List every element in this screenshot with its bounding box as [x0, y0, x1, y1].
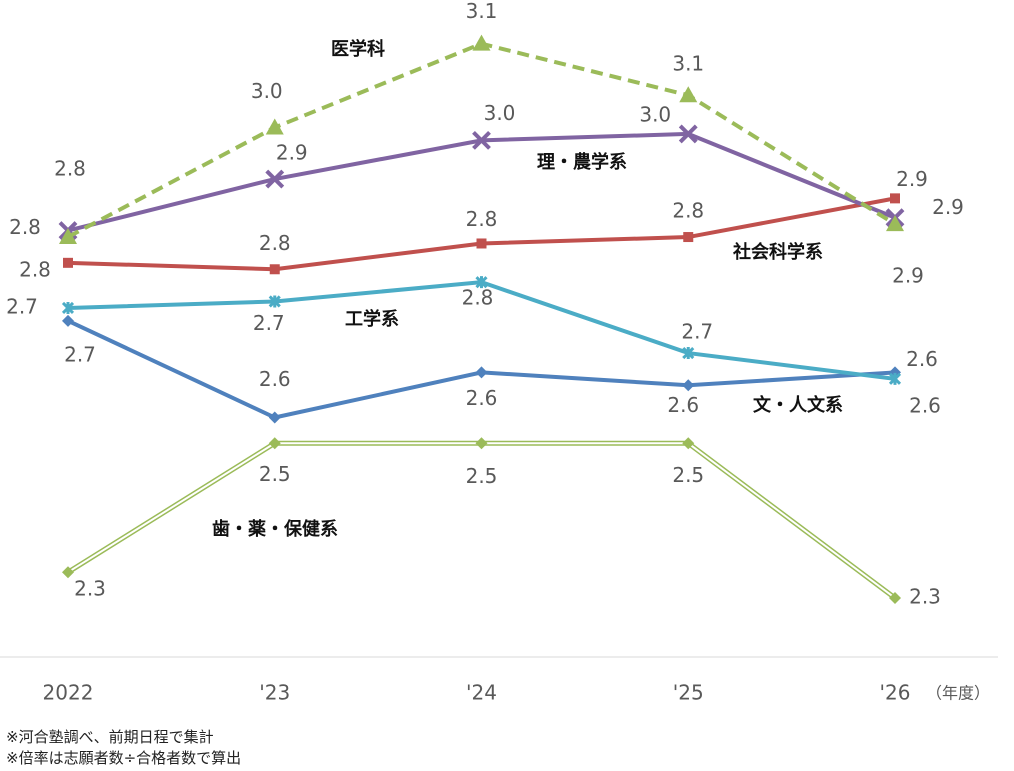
x-tick-label: '25: [673, 681, 704, 705]
value-label: 2.5: [672, 463, 704, 487]
value-label: 2.7: [681, 320, 713, 344]
marker: [472, 130, 491, 150]
series-name: 社会科学系: [733, 241, 823, 263]
value-label: 3.0: [639, 102, 671, 126]
value-label: 2.8: [9, 215, 41, 239]
value-label: 2.6: [909, 393, 941, 417]
value-label: 2.3: [74, 577, 106, 601]
value-label: 2.8: [672, 199, 704, 223]
value-label: 2.3: [909, 584, 941, 608]
value-label: 3.1: [672, 52, 704, 76]
value-label: 2.6: [906, 347, 938, 371]
marker: [886, 215, 904, 232]
marker: [678, 124, 698, 144]
marker: [268, 295, 281, 308]
marker: [682, 346, 695, 360]
x-tick-label: '26: [880, 681, 911, 705]
value-label: 3.0: [484, 101, 516, 125]
value-label: 2.6: [466, 386, 498, 410]
marker: [475, 276, 488, 289]
value-label: 2.9: [896, 167, 928, 191]
x-tick-label: '23: [259, 681, 290, 705]
value-label: 3.0: [251, 79, 283, 103]
series-name: 理・農学系: [537, 151, 627, 173]
marker: [472, 34, 491, 51]
value-label: 2.9: [932, 195, 964, 219]
marker: [59, 228, 77, 245]
marker: [888, 372, 902, 385]
marker: [62, 566, 74, 579]
value-label: 2.8: [466, 207, 498, 231]
value-label: 2.9: [276, 141, 308, 165]
value-label: 2.8: [54, 157, 86, 181]
value-label: 2.5: [466, 464, 498, 488]
marker: [265, 169, 285, 189]
marker: [61, 301, 75, 315]
note: ※倍率は志願者数÷合格者数で算出: [6, 749, 241, 767]
value-label: 2.6: [667, 393, 699, 417]
series-name: 医学科: [331, 38, 385, 60]
marker: [890, 193, 900, 204]
series-name: 工学系: [345, 308, 399, 330]
value-label: 2.5: [259, 462, 291, 486]
marker: [62, 314, 74, 327]
x-unit: （年度）: [926, 684, 990, 703]
marker: [682, 437, 695, 450]
x-tick-label: 2022: [43, 681, 94, 705]
value-label: 2.8: [19, 257, 51, 281]
series-name: 文・人文系: [753, 394, 843, 416]
series-name: 歯・薬・保健系: [212, 518, 338, 540]
value-label: 2.8: [462, 286, 494, 310]
value-label: 3.1: [466, 0, 498, 23]
marker: [683, 232, 694, 243]
x-tick-label: '24: [466, 681, 497, 705]
note: ※河合塾調べ、前期日程で集計: [6, 728, 214, 746]
marker: [265, 118, 284, 135]
marker: [475, 366, 488, 379]
marker: [889, 591, 901, 604]
marker: [269, 264, 280, 275]
marker: [268, 437, 281, 450]
marker: [476, 238, 487, 249]
marker: [268, 411, 281, 424]
marker: [682, 379, 695, 392]
value-label: 2.9: [892, 264, 924, 288]
value-label: 2.7: [64, 342, 96, 366]
value-label: 2.7: [6, 294, 38, 318]
value-label: 2.7: [253, 311, 285, 335]
value-label: 2.8: [259, 231, 291, 255]
marker: [63, 257, 73, 268]
marker: [679, 86, 698, 103]
value-label: 2.6: [259, 367, 291, 391]
marker: [475, 437, 488, 450]
